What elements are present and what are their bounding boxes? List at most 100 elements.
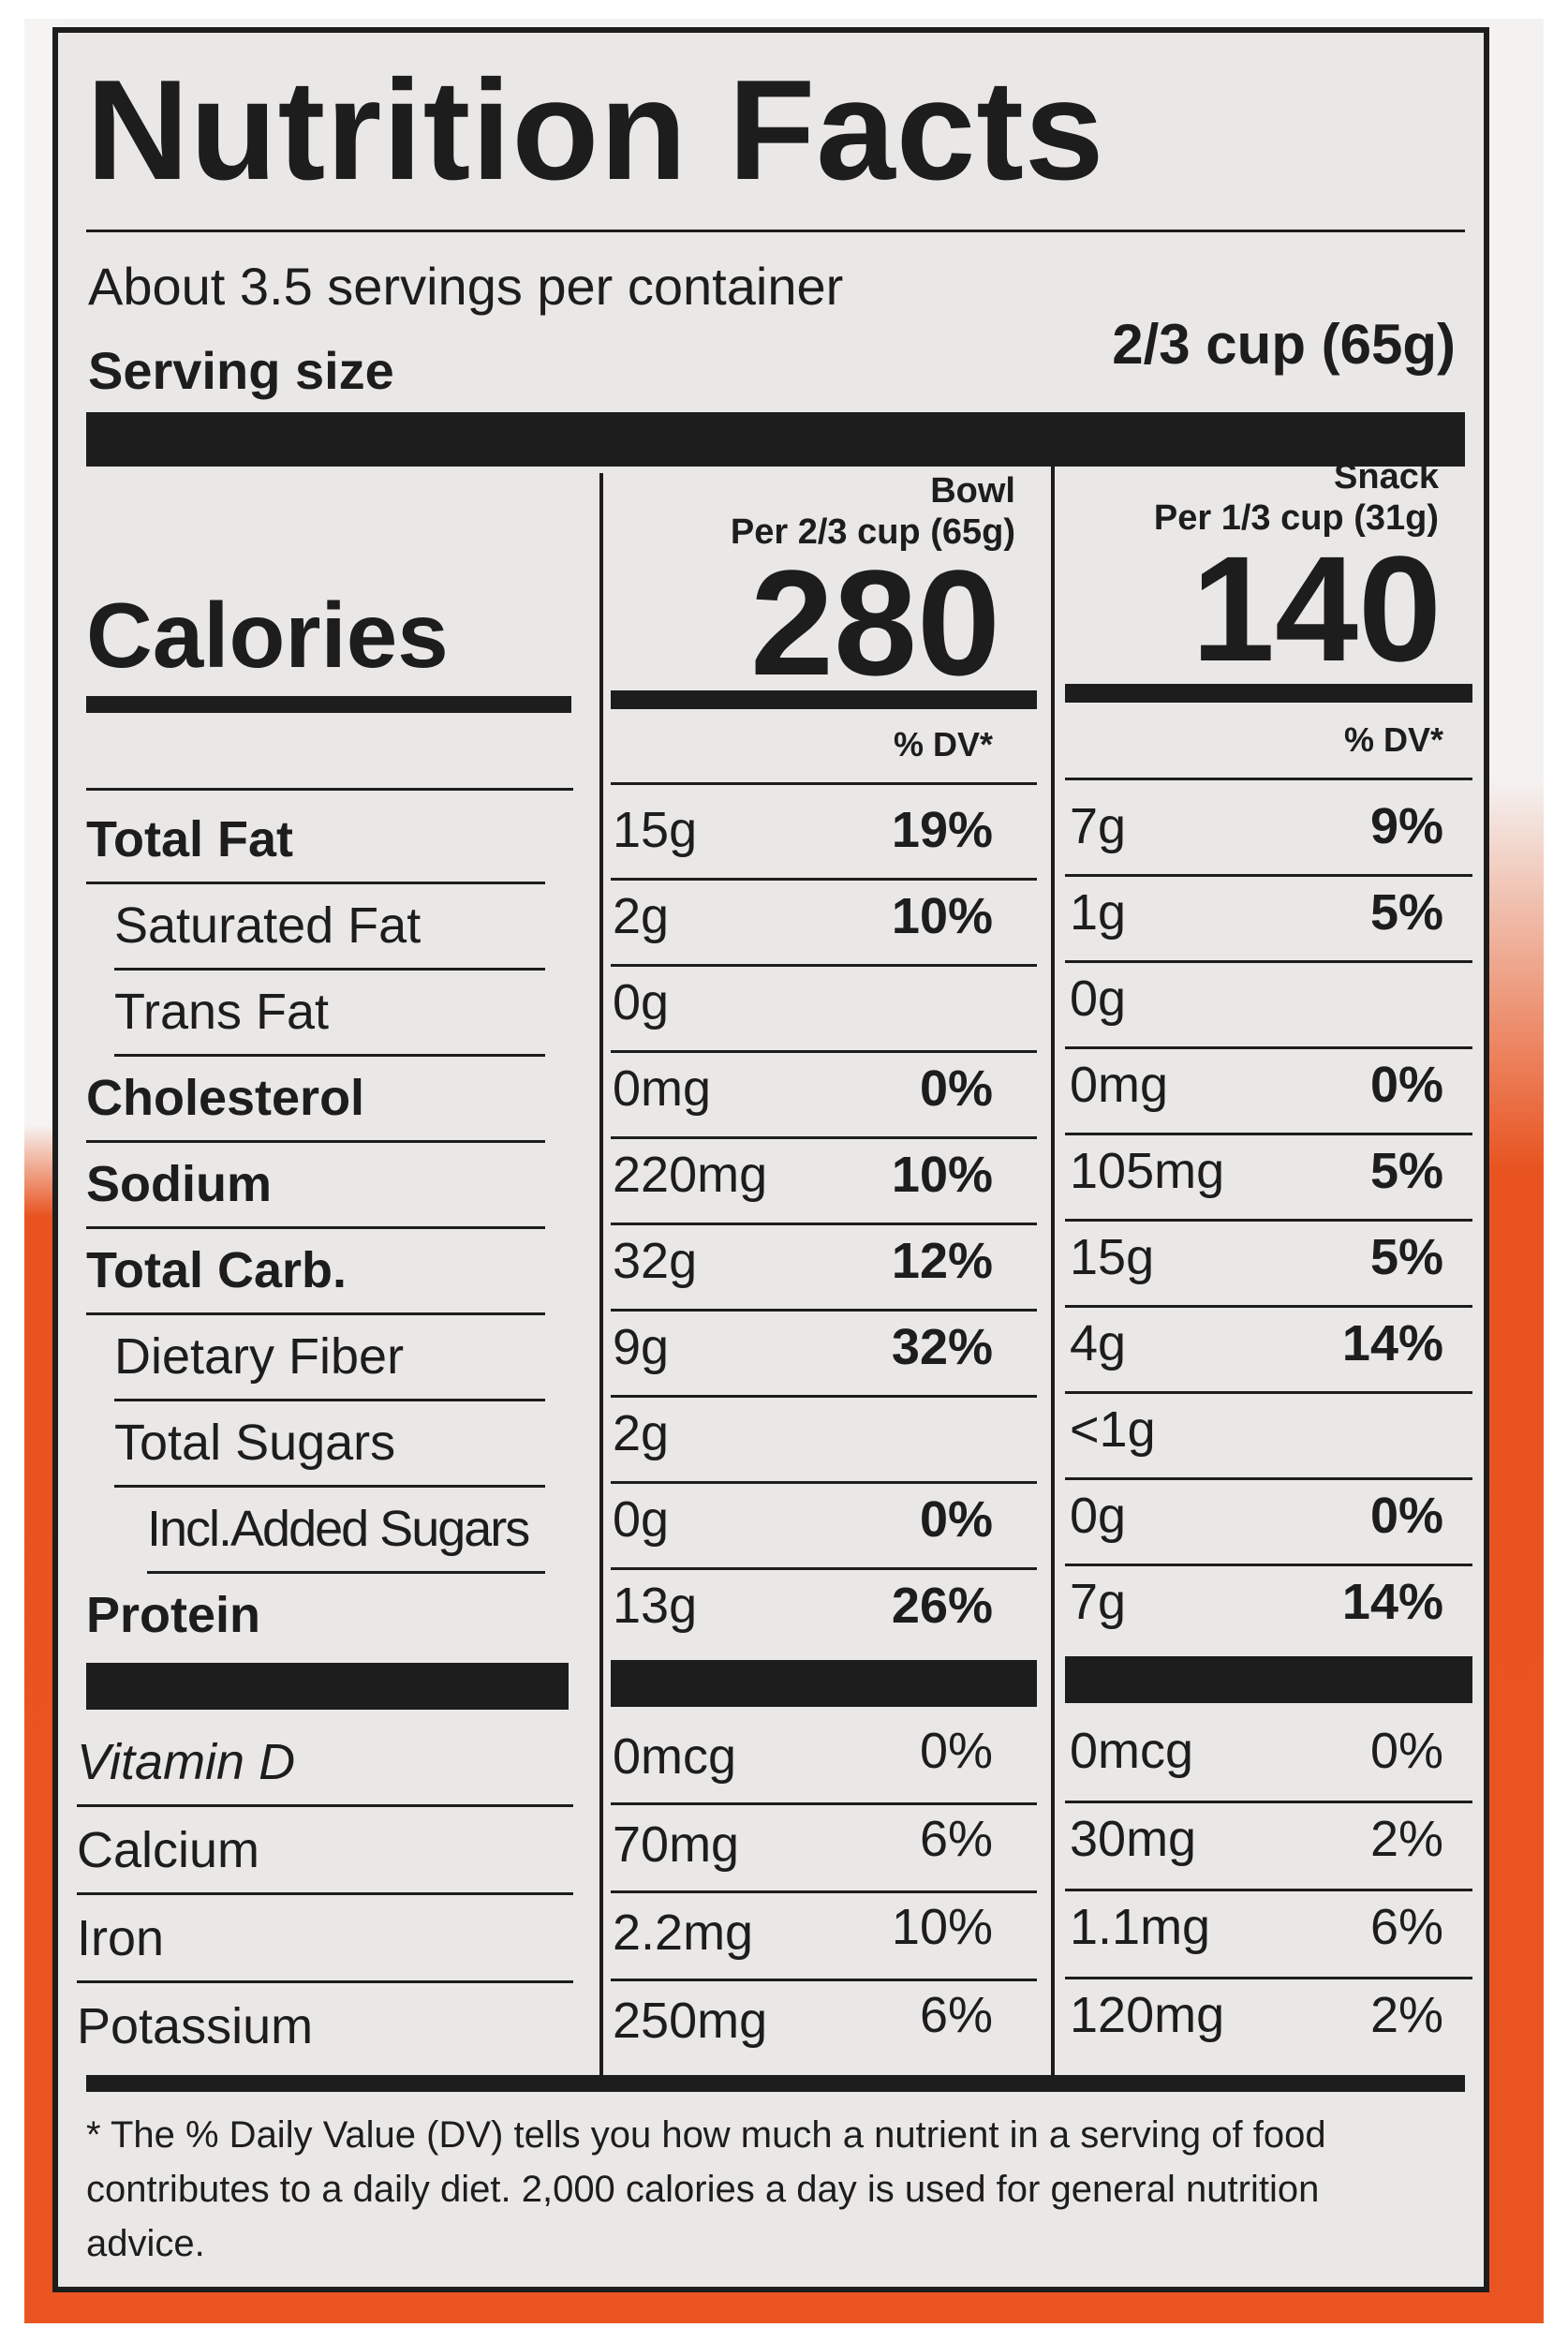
snack-dv: 2% — [1369, 1811, 1443, 1867]
divider — [1065, 1305, 1472, 1308]
snack-dv: 2% — [1369, 1987, 1443, 2043]
divider — [114, 1054, 545, 1057]
divider — [1065, 1564, 1472, 1566]
thick-divider — [86, 412, 1465, 467]
thick-divider — [86, 2075, 1465, 2092]
snack-dv: 0% — [1369, 1488, 1443, 1544]
divider — [611, 1050, 1037, 1053]
bowl-amount: 220mg — [613, 1147, 768, 1203]
snack-dv: 9% — [1369, 798, 1443, 854]
divider — [86, 788, 573, 791]
bowl-amount: 9g — [613, 1319, 670, 1375]
nutrient-label: Incl.Added Sugars — [147, 1501, 530, 1557]
divider — [1065, 1391, 1472, 1394]
snack-label: Snack — [1334, 457, 1439, 497]
divider — [611, 782, 1037, 785]
nutrient-label: Sodium — [86, 1156, 272, 1212]
bowl-dv: 0% — [919, 1491, 993, 1548]
snack-amount: 7g — [1070, 1574, 1127, 1630]
snack-dv: 0% — [1369, 1057, 1443, 1113]
divider — [147, 1571, 545, 1574]
vitamin-label: Potassium — [77, 1998, 314, 2054]
bowl-dv: 6% — [919, 1811, 993, 1867]
bowl-dv: 19% — [891, 802, 993, 858]
divider — [86, 230, 1465, 232]
bowl-dv: 10% — [891, 1147, 993, 1203]
snack-amount: 0g — [1070, 1488, 1127, 1544]
snack-dv: 0% — [1369, 1723, 1443, 1779]
snack-amount: 30mg — [1070, 1811, 1197, 1867]
bowl-amount: 2g — [613, 888, 670, 944]
divider — [1065, 1801, 1472, 1803]
bowl-calories: 280 — [750, 539, 1000, 706]
vitamin-label: Iron — [77, 1910, 165, 1966]
bowl-amount: 2.2mg — [613, 1905, 754, 1961]
divider — [1065, 1977, 1472, 1979]
bowl-amount: 13g — [613, 1578, 698, 1634]
calories-label: Calories — [86, 584, 449, 687]
divider — [1065, 1046, 1472, 1049]
snack-amount: 0g — [1070, 971, 1127, 1027]
divider — [114, 1399, 545, 1401]
divider — [611, 1309, 1037, 1312]
snack-dv: 5% — [1369, 1143, 1443, 1199]
serving-size-label: Serving size — [88, 341, 394, 400]
snack-dv: 5% — [1369, 884, 1443, 941]
divider — [1065, 874, 1472, 877]
bowl-label: Bowl — [930, 471, 1015, 511]
vitamin-bar — [1065, 1656, 1472, 1703]
bowl-amount: 2g — [613, 1405, 670, 1461]
serving-size-value: 2/3 cup (65g) — [1112, 313, 1456, 376]
calories-bar — [611, 690, 1037, 709]
bowl-amount: 70mg — [613, 1816, 740, 1873]
snack-calories: 140 — [1191, 525, 1442, 692]
nutrient-label: Total Sugars — [114, 1415, 396, 1471]
divider — [1065, 1477, 1472, 1480]
divider — [86, 1312, 545, 1315]
bowl-amount: 250mg — [613, 1993, 768, 2049]
bowl-dv: 10% — [891, 1899, 993, 1955]
divider — [611, 1979, 1037, 1981]
snack-amount: 7g — [1070, 798, 1127, 854]
bowl-amount: 0g — [613, 974, 670, 1030]
bowl-dv-header: % DV* — [893, 725, 993, 763]
divider — [611, 1136, 1037, 1139]
column-divider — [1051, 459, 1055, 2084]
bowl-dv: 32% — [891, 1319, 993, 1375]
divider — [77, 1892, 573, 1895]
servings-per-container: About 3.5 servings per container — [88, 257, 844, 316]
column-divider — [599, 473, 603, 2084]
divider — [86, 882, 545, 884]
snack-amount: 15g — [1070, 1229, 1155, 1285]
bowl-amount: 0mg — [613, 1060, 712, 1117]
divider — [611, 964, 1037, 967]
divider — [611, 1567, 1037, 1570]
snack-dv: 6% — [1369, 1899, 1443, 1955]
bowl-amount: 0g — [613, 1491, 670, 1548]
snack-amount: 105mg — [1070, 1143, 1225, 1199]
bowl-amount: 32g — [613, 1233, 698, 1289]
bowl-dv: 0% — [919, 1060, 993, 1117]
vitamin-bar — [86, 1663, 569, 1710]
divider — [86, 1226, 545, 1229]
snack-dv: 14% — [1341, 1315, 1443, 1371]
snack-amount: 120mg — [1070, 1987, 1225, 2043]
nutrient-label: Protein — [86, 1587, 261, 1643]
divider — [1065, 1133, 1472, 1135]
nutrient-label: Cholesterol — [86, 1070, 365, 1126]
snack-amount: 1.1mg — [1070, 1899, 1211, 1955]
nutrient-label: Total Carb. — [86, 1242, 348, 1298]
panel-title: Nutrition Facts — [86, 51, 1105, 210]
calories-bar — [1065, 684, 1472, 703]
divider — [1065, 1889, 1472, 1891]
bowl-amount: 15g — [613, 802, 698, 858]
bowl-dv: 6% — [919, 1987, 993, 2043]
nutrient-label: Saturated Fat — [114, 897, 422, 954]
vitamin-label: Vitamin D — [77, 1734, 296, 1790]
bowl-dv: 12% — [891, 1233, 993, 1289]
divider — [114, 968, 545, 971]
divider — [611, 1395, 1037, 1398]
nutrient-label: Trans Fat — [114, 984, 330, 1040]
snack-dv: 14% — [1341, 1574, 1443, 1630]
divider — [114, 1485, 545, 1488]
